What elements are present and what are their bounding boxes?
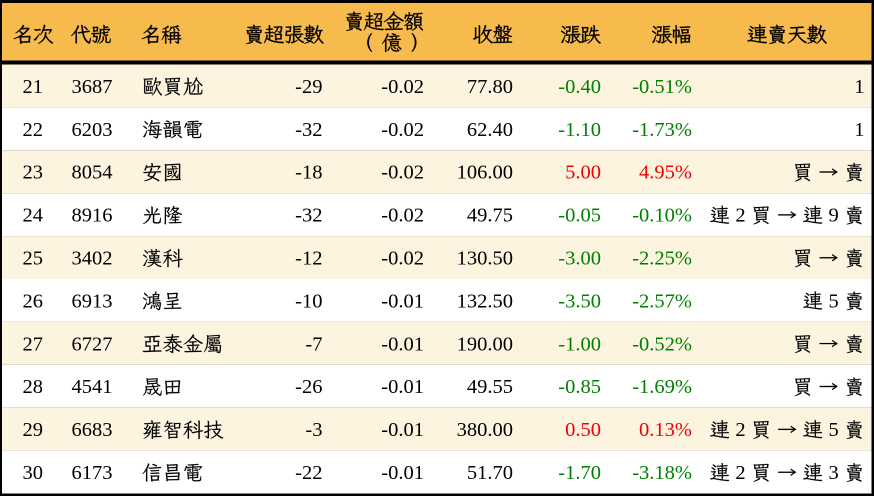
svg-text:-0.02: -0.02 [381,76,424,98]
svg-text:5: 5 [828,290,838,312]
svg-text:6727: 6727 [72,333,113,355]
svg-text:1: 1 [854,119,864,141]
svg-text:28: 28 [23,376,44,398]
svg-text:4541: 4541 [72,376,113,398]
svg-text:-1.73%: -1.73% [632,119,692,141]
svg-text:6913: 6913 [72,290,113,312]
svg-text:51.70: 51.70 [467,462,513,484]
svg-text:-0.10%: -0.10% [632,205,692,227]
svg-text:5: 5 [828,419,838,441]
svg-text:-0.02: -0.02 [381,119,424,141]
svg-text:24: 24 [23,205,44,227]
svg-text:3687: 3687 [72,76,113,98]
svg-text:9: 9 [828,205,838,227]
svg-text:5.00: 5.00 [565,162,601,184]
svg-text:29: 29 [23,419,44,441]
svg-text:2: 2 [735,205,745,227]
svg-text:-29: -29 [295,76,322,98]
svg-text:-0.01: -0.01 [381,419,424,441]
svg-text:1: 1 [854,76,864,98]
svg-text:130.50: 130.50 [457,247,513,269]
svg-text:-3: -3 [305,419,322,441]
svg-text:21: 21 [23,76,44,98]
svg-text:380.00: 380.00 [457,419,513,441]
svg-text:6203: 6203 [72,119,113,141]
svg-text:-10: -10 [295,290,322,312]
svg-text:-1.69%: -1.69% [632,376,692,398]
svg-text:2: 2 [735,462,745,484]
svg-text:-0.01: -0.01 [381,333,424,355]
svg-text:49.75: 49.75 [467,205,513,227]
svg-text:-3.50: -3.50 [558,290,601,312]
svg-text:62.40: 62.40 [467,119,513,141]
svg-text:-0.51%: -0.51% [632,76,692,98]
svg-text:22: 22 [23,119,44,141]
svg-text:49.55: 49.55 [467,376,513,398]
svg-text:-1.10: -1.10 [558,119,601,141]
svg-text:-1.00: -1.00 [558,333,601,355]
svg-text:-0.02: -0.02 [381,162,424,184]
svg-text:-0.02: -0.02 [381,205,424,227]
svg-text:-0.85: -0.85 [558,376,601,398]
svg-text:-0.02: -0.02 [381,247,424,269]
svg-text:2: 2 [735,419,745,441]
svg-text:-0.01: -0.01 [381,376,424,398]
svg-text:23: 23 [23,162,44,184]
svg-text:-3.00: -3.00 [558,247,601,269]
svg-text:-7: -7 [305,333,322,355]
svg-text:-2.57%: -2.57% [632,290,692,312]
svg-text:-0.01: -0.01 [381,462,424,484]
svg-text:-32: -32 [295,119,322,141]
svg-text:-12: -12 [295,247,322,269]
svg-text:106.00: 106.00 [457,162,513,184]
svg-text:190.00: 190.00 [457,333,513,355]
svg-text:6173: 6173 [72,462,113,484]
svg-text:-22: -22 [295,462,322,484]
svg-text:6683: 6683 [72,419,113,441]
svg-text:-0.52%: -0.52% [632,333,692,355]
svg-text:77.80: 77.80 [467,76,513,98]
svg-text:-1.70: -1.70 [558,462,601,484]
svg-text:26: 26 [23,290,44,312]
svg-text:-3.18%: -3.18% [632,462,692,484]
svg-text:-26: -26 [295,376,322,398]
svg-text:25: 25 [23,247,44,269]
svg-text:-0.40: -0.40 [558,76,601,98]
svg-text:4.95%: 4.95% [639,162,692,184]
svg-text:0.50: 0.50 [565,419,601,441]
svg-text:-2.25%: -2.25% [632,247,692,269]
svg-text:8916: 8916 [72,205,113,227]
svg-text:8054: 8054 [72,162,113,184]
svg-text:30: 30 [23,462,44,484]
svg-text:-0.01: -0.01 [381,290,424,312]
svg-text:132.50: 132.50 [457,290,513,312]
svg-text:-18: -18 [295,162,322,184]
svg-text:3402: 3402 [72,247,113,269]
svg-text:3: 3 [828,462,838,484]
svg-text:-32: -32 [295,205,322,227]
svg-text:27: 27 [23,333,44,355]
svg-text:0.13%: 0.13% [639,419,692,441]
svg-text:-0.05: -0.05 [558,205,601,227]
